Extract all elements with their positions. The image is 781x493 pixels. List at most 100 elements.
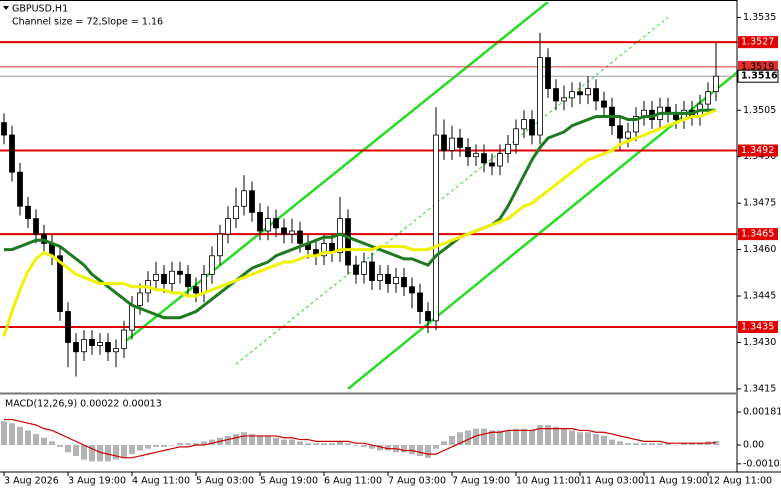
candle-body: [361, 261, 367, 275]
candle-body: [1, 122, 7, 136]
candle-body: [65, 311, 71, 343]
macd-bar: [561, 428, 567, 446]
macd-bar: [305, 443, 311, 446]
y-tick-label: 1.3535: [743, 12, 776, 23]
level-label-box: [738, 144, 778, 157]
macd-bar: [409, 445, 415, 455]
macd-bar: [249, 434, 255, 446]
y-tick-label: -0.00103: [743, 458, 781, 469]
macd-bar: [361, 445, 367, 447]
macd-bar: [473, 428, 479, 446]
macd-bar: [17, 426, 23, 446]
price-label: 1.3516: [741, 71, 778, 82]
level-label: 1.3465: [741, 229, 774, 240]
x-tick-label: 6 Aug 11:00: [324, 476, 382, 487]
macd-bar: [137, 445, 143, 451]
x-tick-label: 7 Aug 19:00: [452, 476, 510, 487]
macd-bar: [497, 430, 503, 446]
macd-bar: [33, 434, 39, 446]
labels: GBPUSD,H1 Channel size = 72,Slope = 1.16…: [3, 4, 781, 487]
macd-bar: [673, 445, 679, 446]
candle-body: [105, 342, 111, 353]
macd-bar: [369, 445, 375, 449]
macd-bar: [169, 445, 175, 446]
candle-body: [473, 153, 479, 158]
candle-body: [377, 273, 383, 281]
macd-bar: [281, 439, 287, 446]
macd-bar: [209, 439, 215, 446]
candle-body: [489, 162, 495, 167]
candle-body: [713, 75, 719, 93]
macd-bar: [489, 430, 495, 446]
candle-body: [345, 218, 351, 266]
x-tick-label: 4 Aug 11:00: [132, 476, 190, 487]
macd-bar: [617, 441, 623, 446]
candle-body: [113, 348, 119, 353]
candle-body: [369, 261, 375, 281]
macd-bar: [625, 443, 631, 446]
candle-body: [81, 338, 87, 353]
macd-bar: [505, 430, 511, 446]
candle-body: [217, 233, 223, 257]
candle-body: [553, 88, 559, 102]
level-label: 1.3435: [741, 321, 774, 332]
candle-body: [121, 329, 127, 350]
macd-bar: [49, 441, 55, 446]
channel-line: [235, 16, 669, 365]
macd-bar: [449, 435, 455, 446]
macd-bar: [241, 432, 247, 446]
macd-bar: [577, 432, 583, 446]
macd-bar: [233, 434, 239, 446]
macd-bar: [385, 445, 391, 451]
macd-bar: [433, 445, 439, 449]
macd-bar: [545, 424, 551, 446]
macd-bar: [553, 426, 559, 446]
macd-bar: [657, 443, 663, 446]
macd-bar: [401, 445, 407, 453]
macd-bar: [185, 443, 191, 446]
candle-body: [633, 116, 639, 133]
candle-body: [625, 131, 631, 139]
macd-bar: [145, 445, 151, 449]
chart-subtitle: Channel size = 72,Slope = 1.16: [12, 17, 163, 28]
x-tick-label: 7 Aug 03:00: [388, 476, 446, 487]
y-tick-label: 1.3445: [743, 291, 776, 302]
candle-body: [393, 277, 399, 285]
candle-body: [185, 273, 191, 288]
candle-body: [225, 218, 231, 235]
candle-body: [153, 273, 159, 281]
candle-body: [193, 286, 199, 294]
candle-body: [617, 125, 623, 139]
macd-bar: [121, 445, 127, 458]
y-tick-label: 1.3430: [743, 337, 776, 348]
macd-bar: [593, 434, 599, 446]
macd-bar: [521, 428, 527, 446]
macd-bar: [201, 441, 207, 446]
candle-body: [465, 147, 471, 158]
x-tick-label: 3 Aug 19:00: [68, 476, 126, 487]
price-panel: [0, 2, 737, 390]
macd-bar: [513, 428, 519, 446]
candle-body: [209, 255, 215, 275]
candle-body: [41, 233, 47, 244]
macd-bar: [225, 435, 231, 446]
candle-body: [137, 292, 143, 306]
candle-body: [129, 304, 135, 331]
macd-bar: [337, 441, 343, 446]
chart-title: GBPUSD,H1: [12, 4, 68, 15]
macd-bar: [129, 445, 135, 455]
candle-body: [265, 218, 271, 232]
macd-signal: [4, 418, 717, 459]
candle-body: [289, 230, 295, 235]
candle-body: [57, 255, 63, 312]
x-tick-label: 3 Aug 2026: [4, 476, 59, 487]
candle-body: [33, 218, 39, 235]
macd-bar: [177, 443, 183, 446]
macd-bar: [529, 430, 535, 446]
y-tick-label: 0.00: [743, 440, 764, 451]
macd-bar: [153, 445, 159, 447]
candle-body: [601, 100, 607, 108]
candle-body: [409, 286, 415, 294]
